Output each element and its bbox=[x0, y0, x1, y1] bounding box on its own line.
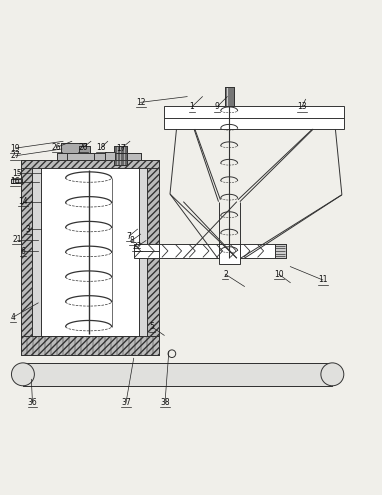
Bar bbox=[21, 160, 159, 336]
Bar bbox=[57, 153, 141, 160]
Bar bbox=[134, 244, 275, 258]
Bar bbox=[147, 160, 159, 336]
Bar bbox=[23, 363, 332, 386]
Text: 18: 18 bbox=[97, 143, 106, 152]
Text: 5: 5 bbox=[150, 322, 154, 332]
Text: 11: 11 bbox=[318, 276, 327, 285]
Text: 1: 1 bbox=[189, 102, 194, 111]
Text: 19: 19 bbox=[10, 144, 20, 152]
Bar bbox=[21, 336, 159, 355]
Text: 20: 20 bbox=[78, 143, 88, 152]
Text: 10: 10 bbox=[274, 270, 284, 279]
Text: 22: 22 bbox=[132, 242, 141, 251]
Text: 21: 21 bbox=[13, 235, 22, 245]
Bar bbox=[61, 143, 86, 153]
Text: 27: 27 bbox=[10, 151, 20, 160]
Text: 37: 37 bbox=[121, 397, 131, 407]
Bar bbox=[21, 160, 32, 336]
Text: 3: 3 bbox=[25, 225, 30, 234]
Bar bbox=[114, 146, 127, 165]
Text: 4: 4 bbox=[11, 312, 16, 322]
Text: 16: 16 bbox=[10, 177, 20, 186]
Bar bbox=[275, 244, 286, 258]
Bar bbox=[11, 179, 22, 183]
Bar bbox=[61, 143, 86, 153]
Bar bbox=[21, 160, 159, 168]
Text: 38: 38 bbox=[160, 397, 170, 407]
Bar bbox=[21, 336, 159, 355]
Bar bbox=[139, 163, 147, 336]
Text: 14: 14 bbox=[18, 197, 28, 206]
Text: 13: 13 bbox=[297, 102, 307, 111]
Bar bbox=[41, 163, 139, 336]
Bar bbox=[79, 146, 90, 153]
Bar bbox=[275, 244, 286, 258]
Bar bbox=[105, 152, 115, 160]
Bar bbox=[219, 244, 240, 264]
Bar bbox=[164, 106, 344, 129]
Bar bbox=[114, 146, 127, 165]
Bar bbox=[32, 163, 41, 336]
Text: 36: 36 bbox=[28, 397, 37, 407]
Bar bbox=[11, 179, 22, 183]
Bar bbox=[57, 153, 141, 160]
Text: 2: 2 bbox=[223, 270, 228, 279]
Text: 6: 6 bbox=[21, 247, 25, 256]
Text: 7: 7 bbox=[127, 232, 131, 241]
Circle shape bbox=[11, 363, 34, 386]
Bar bbox=[225, 87, 234, 106]
Text: 12: 12 bbox=[136, 98, 145, 107]
Bar bbox=[225, 87, 234, 106]
Bar bbox=[79, 146, 90, 153]
Text: 17: 17 bbox=[117, 144, 126, 152]
Text: 9: 9 bbox=[215, 102, 219, 111]
Text: 8: 8 bbox=[129, 236, 134, 245]
Text: 26: 26 bbox=[52, 143, 62, 152]
Circle shape bbox=[321, 363, 344, 386]
Text: 15: 15 bbox=[12, 168, 22, 178]
